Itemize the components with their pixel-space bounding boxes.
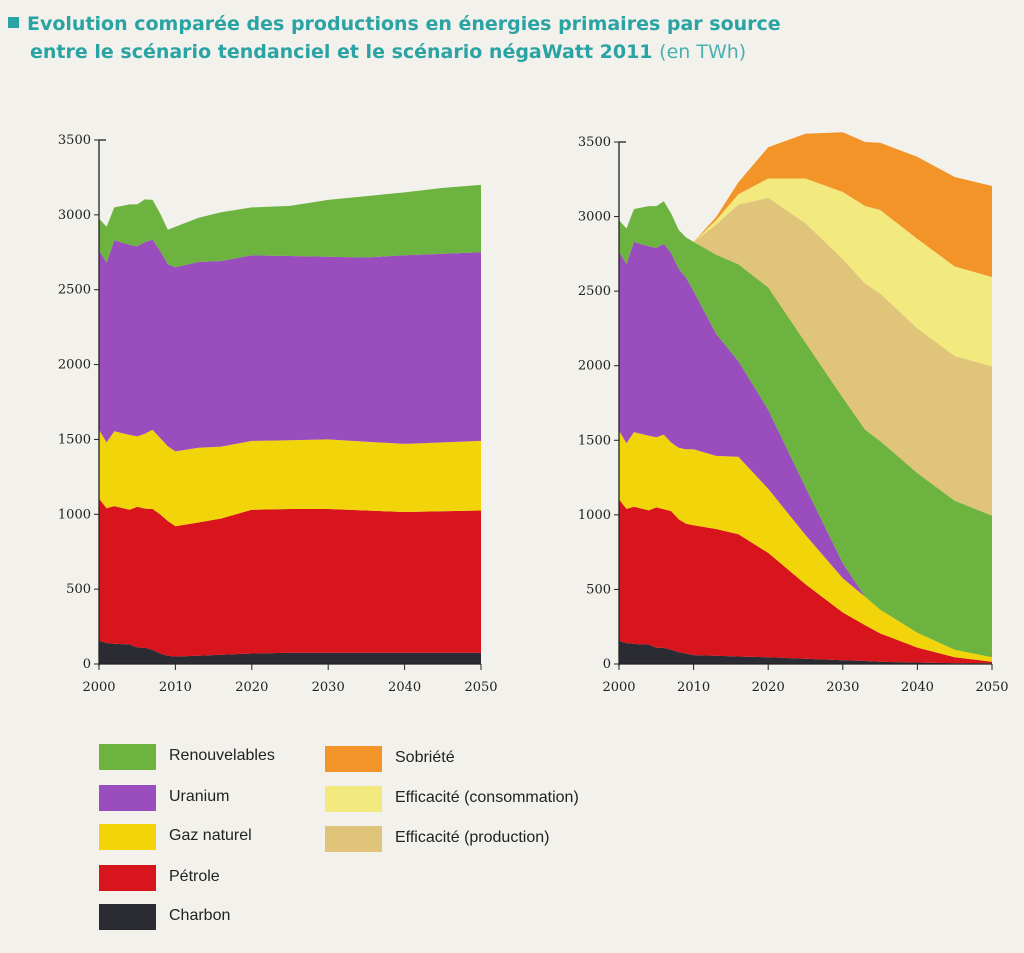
title-line-2: entre le scénario tendanciel et le scéna…: [8, 38, 781, 66]
legend-label-efficacite-production: Efficacité (production): [395, 829, 550, 846]
title-unit: (en TWh): [659, 41, 747, 63]
y-tick-label-500-tendanciel: 500: [66, 582, 91, 597]
x-tick-label-2030-negawatt: 2030: [826, 680, 859, 695]
legend-label-sobriete: Sobriété: [395, 749, 455, 766]
legend-label-uranium: Uranium: [169, 788, 230, 805]
x-tick-label-2010-negawatt: 2010: [677, 680, 710, 695]
area-charbon-negawatt: [619, 640, 992, 664]
chart-negawatt: 0 500 1000 1500 2000 2500 3000 3500 2000 2010 2020…: [578, 132, 1009, 695]
area-charbon-tendanciel: [99, 640, 481, 664]
x-tick-label-2000-tendanciel: 2000: [82, 680, 115, 695]
chart-title: Evolution comparée des productions en én…: [8, 10, 781, 66]
title-text-2: entre le scénario tendanciel et le scéna…: [30, 41, 653, 63]
x-tick-label-2020-tendanciel: 2020: [235, 680, 268, 695]
area-sobriete-negawatt: [619, 132, 992, 277]
y-tick-label-1000-tendanciel: 1000: [58, 507, 91, 522]
y-tick-label-1500-tendanciel: 1500: [58, 432, 91, 447]
y-tick-label-2500-tendanciel: 2500: [58, 283, 91, 298]
y-tick-label-0-tendanciel: 0: [83, 657, 91, 672]
legend-swatch-sobriete: [325, 746, 382, 772]
legend-label-gaz-naturel: Gaz naturel: [169, 827, 252, 844]
legend-label-charbon: Charbon: [169, 907, 231, 924]
y-tick-label-2500-negawatt: 2500: [578, 284, 611, 299]
y-tick-label-0-negawatt: 0: [603, 657, 611, 672]
legend-swatch-efficacite-consommation: [325, 786, 382, 812]
y-tick-label-500-negawatt: 500: [586, 582, 611, 597]
y-tick-label-2000-negawatt: 2000: [578, 359, 611, 374]
x-tick-label-2000-negawatt: 2000: [602, 680, 635, 695]
area-renouvelables-tendanciel: [99, 184, 481, 268]
area-petrole-negawatt: [619, 499, 992, 664]
y-tick-label-1500-negawatt: 1500: [578, 433, 611, 448]
legend-swatch-efficacite-production: [325, 826, 382, 852]
x-tick-label-2040-negawatt: 2040: [901, 680, 934, 695]
legend-swatch-renouvelables: [99, 744, 156, 770]
x-tick-label-2010-tendanciel: 2010: [159, 680, 192, 695]
legend-swatch-charbon: [99, 904, 156, 930]
legend-swatch-petrole: [99, 865, 156, 891]
area-renouvelables-negawatt: [619, 201, 992, 658]
x-tick-label-2040-tendanciel: 2040: [388, 680, 421, 695]
area-uranium-negawatt: [619, 241, 992, 658]
legend-label-petrole: Pétrole: [169, 868, 220, 885]
area-uranium-tendanciel: [99, 239, 481, 452]
y-tick-label-3000-tendanciel: 3000: [58, 208, 91, 223]
area-gaz-naturel-tendanciel: [99, 429, 481, 527]
x-tick-label-2050-negawatt: 2050: [975, 680, 1008, 695]
x-tick-label-2030-tendanciel: 2030: [312, 680, 345, 695]
y-tick-label-3500-tendanciel: 3500: [58, 133, 91, 148]
title-bullet-icon: [8, 17, 19, 28]
legend-label-renouvelables: Renouvelables: [169, 747, 275, 764]
legend-swatch-uranium: [99, 785, 156, 811]
chart-tendanciel: 0 500 1000 1500 2000 2500 3000 3500 2000 2010 2020…: [58, 133, 498, 695]
y-tick-label-3000-negawatt: 3000: [578, 210, 611, 225]
title-text-1: Evolution comparée des productions en én…: [27, 13, 781, 35]
legend-label-efficacite-consommation: Efficacité (consommation): [395, 789, 579, 806]
area-gaz-naturel-negawatt: [619, 430, 992, 662]
x-tick-label-2050-tendanciel: 2050: [464, 680, 497, 695]
area-petrole-tendanciel: [99, 498, 481, 657]
area-efficacite-consommation-negawatt: [619, 178, 992, 367]
y-tick-label-3500-negawatt: 3500: [578, 135, 611, 150]
legend-swatch-gaz-naturel: [99, 824, 156, 850]
x-tick-label-2020-negawatt: 2020: [752, 680, 785, 695]
y-tick-label-2000-tendanciel: 2000: [58, 358, 91, 373]
y-tick-label-1000-negawatt: 1000: [578, 508, 611, 523]
area-efficacite-production-negawatt: [619, 197, 992, 516]
title-line-1: Evolution comparée des productions en én…: [8, 10, 781, 38]
